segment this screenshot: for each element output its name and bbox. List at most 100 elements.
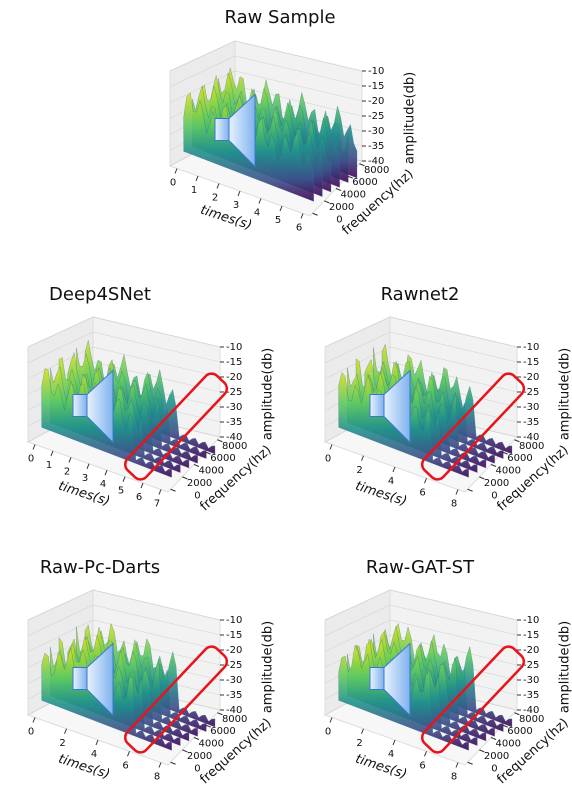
y-tick-label: 4000 [199,739,224,750]
panel-title: Raw-Pc-Darts [40,557,160,578]
x-tick-label: 8 [451,772,457,783]
speaker-body [370,395,384,417]
x-axis-label: times(s) [198,203,253,234]
y-tick-label: 6000 [507,726,532,737]
y-tick [171,762,176,764]
z-tick-label: -35 [226,690,242,701]
x-tick [105,470,107,475]
z-tick-label: -10 [226,342,242,353]
y-tick-label: 4000 [199,466,224,477]
panel: Raw-GAT-ST-10-15-20-25-30-35-4002468time… [325,557,572,787]
x-tick-label: 2 [59,738,65,749]
z-axis-label: amplitude(db) [261,348,276,440]
x-tick [123,477,125,482]
y-tick [313,213,318,215]
x-tick-label: 4 [388,476,394,487]
y-tick [468,762,473,764]
x-tick-label: 0 [28,727,34,738]
x-tick-label: 0 [325,727,331,738]
z-axis-label: amplitude(db) [261,621,276,713]
x-axis-label: times(s) [353,479,408,510]
x-tick [69,457,71,462]
x-tick [51,451,53,456]
y-tick-label: 0 [491,763,497,774]
y-tick-label: 8000 [519,441,544,452]
x-tick [362,456,364,461]
z-tick-label: -20 [368,96,384,107]
y-tick [171,489,176,491]
x-tick-label: 8 [154,772,160,783]
x-tick-label: 1 [46,460,52,471]
speaker-body [73,668,87,690]
z-tick-label: -25 [226,660,242,671]
x-tick [330,718,332,723]
panel-title: Rawnet2 [381,284,460,305]
y-tick-label: 4000 [341,190,366,201]
x-tick [456,763,458,768]
x-tick [196,176,198,181]
z-tick-label: -10 [523,615,539,626]
x-axis-label: times(s) [56,752,111,783]
z-tick-label: -15 [226,357,242,368]
z-tick-label: -20 [523,372,539,383]
x-tick-label: 2 [64,466,70,477]
panel: Raw-Pc-Darts-10-15-20-25-30-35-4002468ti… [28,557,276,787]
y-tick-label: 8000 [222,714,247,725]
x-tick [217,184,219,189]
z-tick-label: -30 [226,675,242,686]
x-tick-label: 6 [296,223,302,234]
x-tick-label: 2 [356,738,362,749]
speaker-body [73,395,87,417]
z-axis-label: amplitude(db) [558,348,572,440]
x-tick [425,478,427,483]
y-tick-label: 4000 [496,466,521,477]
z-tick-label: -35 [368,141,384,152]
z-tick-label: -15 [523,630,539,641]
x-tick-label: 6 [419,487,425,498]
panel: Deep4SNet-10-15-20-25-30-35-4001234567ti… [28,284,276,514]
y-tick-label: 0 [336,214,342,225]
z-tick-label: -20 [226,645,242,656]
z-tick-label: -25 [523,660,539,671]
z-tick-label: -25 [368,111,384,122]
z-tick-label: -10 [368,66,384,77]
x-tick-label: 4 [100,479,106,490]
x-tick [128,751,130,756]
x-tick [87,464,89,469]
speaker-body [370,668,384,690]
x-tick [456,490,458,495]
x-tick [159,490,161,495]
x-tick [141,483,143,488]
x-tick [159,763,161,768]
x-tick [259,199,261,204]
x-tick-label: 2 [356,465,362,476]
figure: Raw Sample-10-15-20-25-30-35-400123456ti… [0,0,572,794]
y-tick-label: 2000 [187,478,212,489]
z-tick-label: -25 [226,387,242,398]
y-tick-label: 0 [194,490,200,501]
panel: Rawnet2-10-15-20-25-30-35-4002468times(s… [325,284,572,514]
z-axis-label: amplitude(db) [558,621,572,713]
x-tick [425,751,427,756]
z-tick-label: -35 [523,417,539,428]
x-tick-label: 4 [91,749,97,760]
z-tick-label: -15 [226,630,242,641]
x-tick [33,718,35,723]
x-tick-label: 5 [118,486,124,497]
y-tick-label: 4000 [496,739,521,750]
x-tick-label: 4 [254,208,260,219]
y-tick-label: 2000 [187,751,212,762]
x-tick [96,740,98,745]
y-tick-label: 6000 [352,177,377,188]
x-tick [280,206,282,211]
y-tick-label: 8000 [364,165,389,176]
x-tick-label: 1 [191,185,197,196]
panel-title: Raw-GAT-ST [366,557,475,578]
y-tick-label: 8000 [222,441,247,452]
z-tick-label: -25 [523,387,539,398]
x-tick-label: 6 [136,492,142,503]
x-tick-label: 7 [154,499,160,510]
x-tick-label: 6 [122,760,128,771]
y-tick [468,489,473,491]
x-tick [393,467,395,472]
